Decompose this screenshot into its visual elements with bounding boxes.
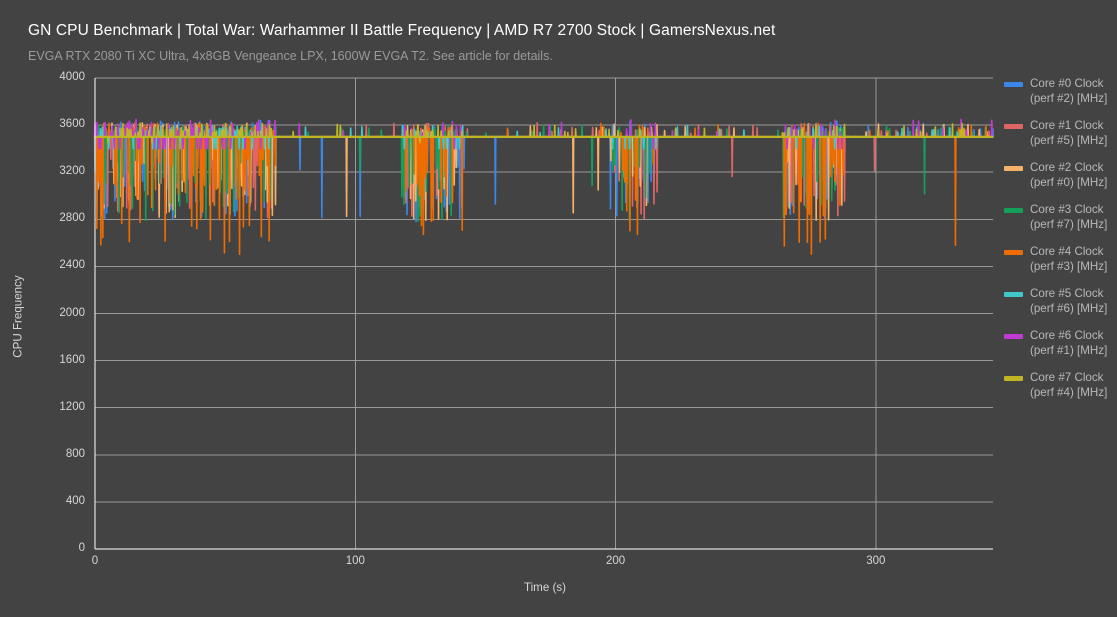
chart-subtitle: EVGA RTX 2080 Ti XC Ultra, 4x8GB Vengean… [28, 49, 553, 63]
legend-color-swatch [1004, 82, 1023, 87]
legend-color-swatch [1004, 250, 1023, 255]
legend-item-label: Core #1 Clock (perf #5) [MHz] [1030, 119, 1108, 147]
legend-item-label: Core #4 Clock (perf #3) [MHz] [1030, 245, 1108, 273]
legend-color-swatch [1004, 166, 1023, 171]
x-axis-tick-label: 0 [91, 555, 99, 567]
chart-title: GN CPU Benchmark | Total War: Warhammer … [28, 22, 776, 39]
legend-color-swatch [1004, 208, 1023, 213]
chart-legend: Core #0 Clock (perf #2) [MHz] Core #1 Clo… [1004, 76, 1117, 412]
legend-item-label: Core #3 Clock (perf #7) [MHz] [1030, 203, 1108, 231]
y-axis-tick-label: 2800 [59, 212, 85, 225]
y-axis-tick-label: 4000 [59, 71, 85, 83]
y-axis-tick-label: 400 [65, 494, 85, 507]
x-axis-tick-label: 200 [605, 555, 626, 567]
y-axis-tick-label: 3200 [59, 165, 85, 178]
legend-color-swatch [1004, 292, 1023, 297]
legend-item[interactable]: Core #4 Clock (perf #3) [MHz] [1004, 244, 1117, 274]
legend-item-label: Core #7 Clock (perf #4) [MHz] [1030, 371, 1108, 399]
y-axis-tick-label: 2400 [59, 259, 85, 272]
y-axis-tick-label: 3600 [59, 118, 85, 131]
y-axis-tick-label: 0 [78, 542, 85, 554]
y-axis-tick-label: 800 [65, 447, 85, 460]
x-axis-title: Time (s) [523, 581, 567, 594]
y-axis-tick-label: 2000 [59, 306, 85, 319]
legend-color-swatch [1004, 124, 1023, 129]
x-axis-tick-label: 300 [866, 555, 886, 567]
y-axis-tick-label: 1200 [59, 400, 85, 413]
y-axis-title: CPU Frequency [11, 275, 25, 358]
legend-item[interactable]: Core #2 Clock (perf #0) [MHz] [1004, 160, 1117, 190]
legend-item[interactable]: Core #6 Clock (perf #1) [MHz] [1004, 328, 1117, 358]
legend-item-label: Core #0 Clock (perf #2) [MHz] [1030, 77, 1108, 105]
legend-color-swatch [1004, 334, 1023, 339]
legend-item-label: Core #5 Clock (perf #6) [MHz] [1030, 287, 1108, 315]
legend-item-label: Core #2 Clock (perf #0) [MHz] [1030, 161, 1108, 189]
series-line [93, 121, 994, 256]
legend-color-swatch [1004, 376, 1023, 381]
legend-item[interactable]: Core #7 Clock (perf #4) [MHz] [1004, 370, 1117, 400]
legend-item[interactable]: Core #1 Clock (perf #5) [MHz] [1004, 118, 1117, 148]
legend-item[interactable]: Core #0 Clock (perf #2) [MHz] [1004, 76, 1117, 106]
legend-item[interactable]: Core #3 Clock (perf #7) [MHz] [1004, 202, 1117, 232]
y-axis-tick-label: 1600 [59, 353, 85, 366]
legend-item[interactable]: Core #5 Clock (perf #6) [MHz] [1004, 286, 1117, 316]
x-axis-tick-label: 100 [345, 555, 365, 567]
legend-item-label: Core #6 Clock (perf #1) [MHz] [1030, 329, 1108, 357]
